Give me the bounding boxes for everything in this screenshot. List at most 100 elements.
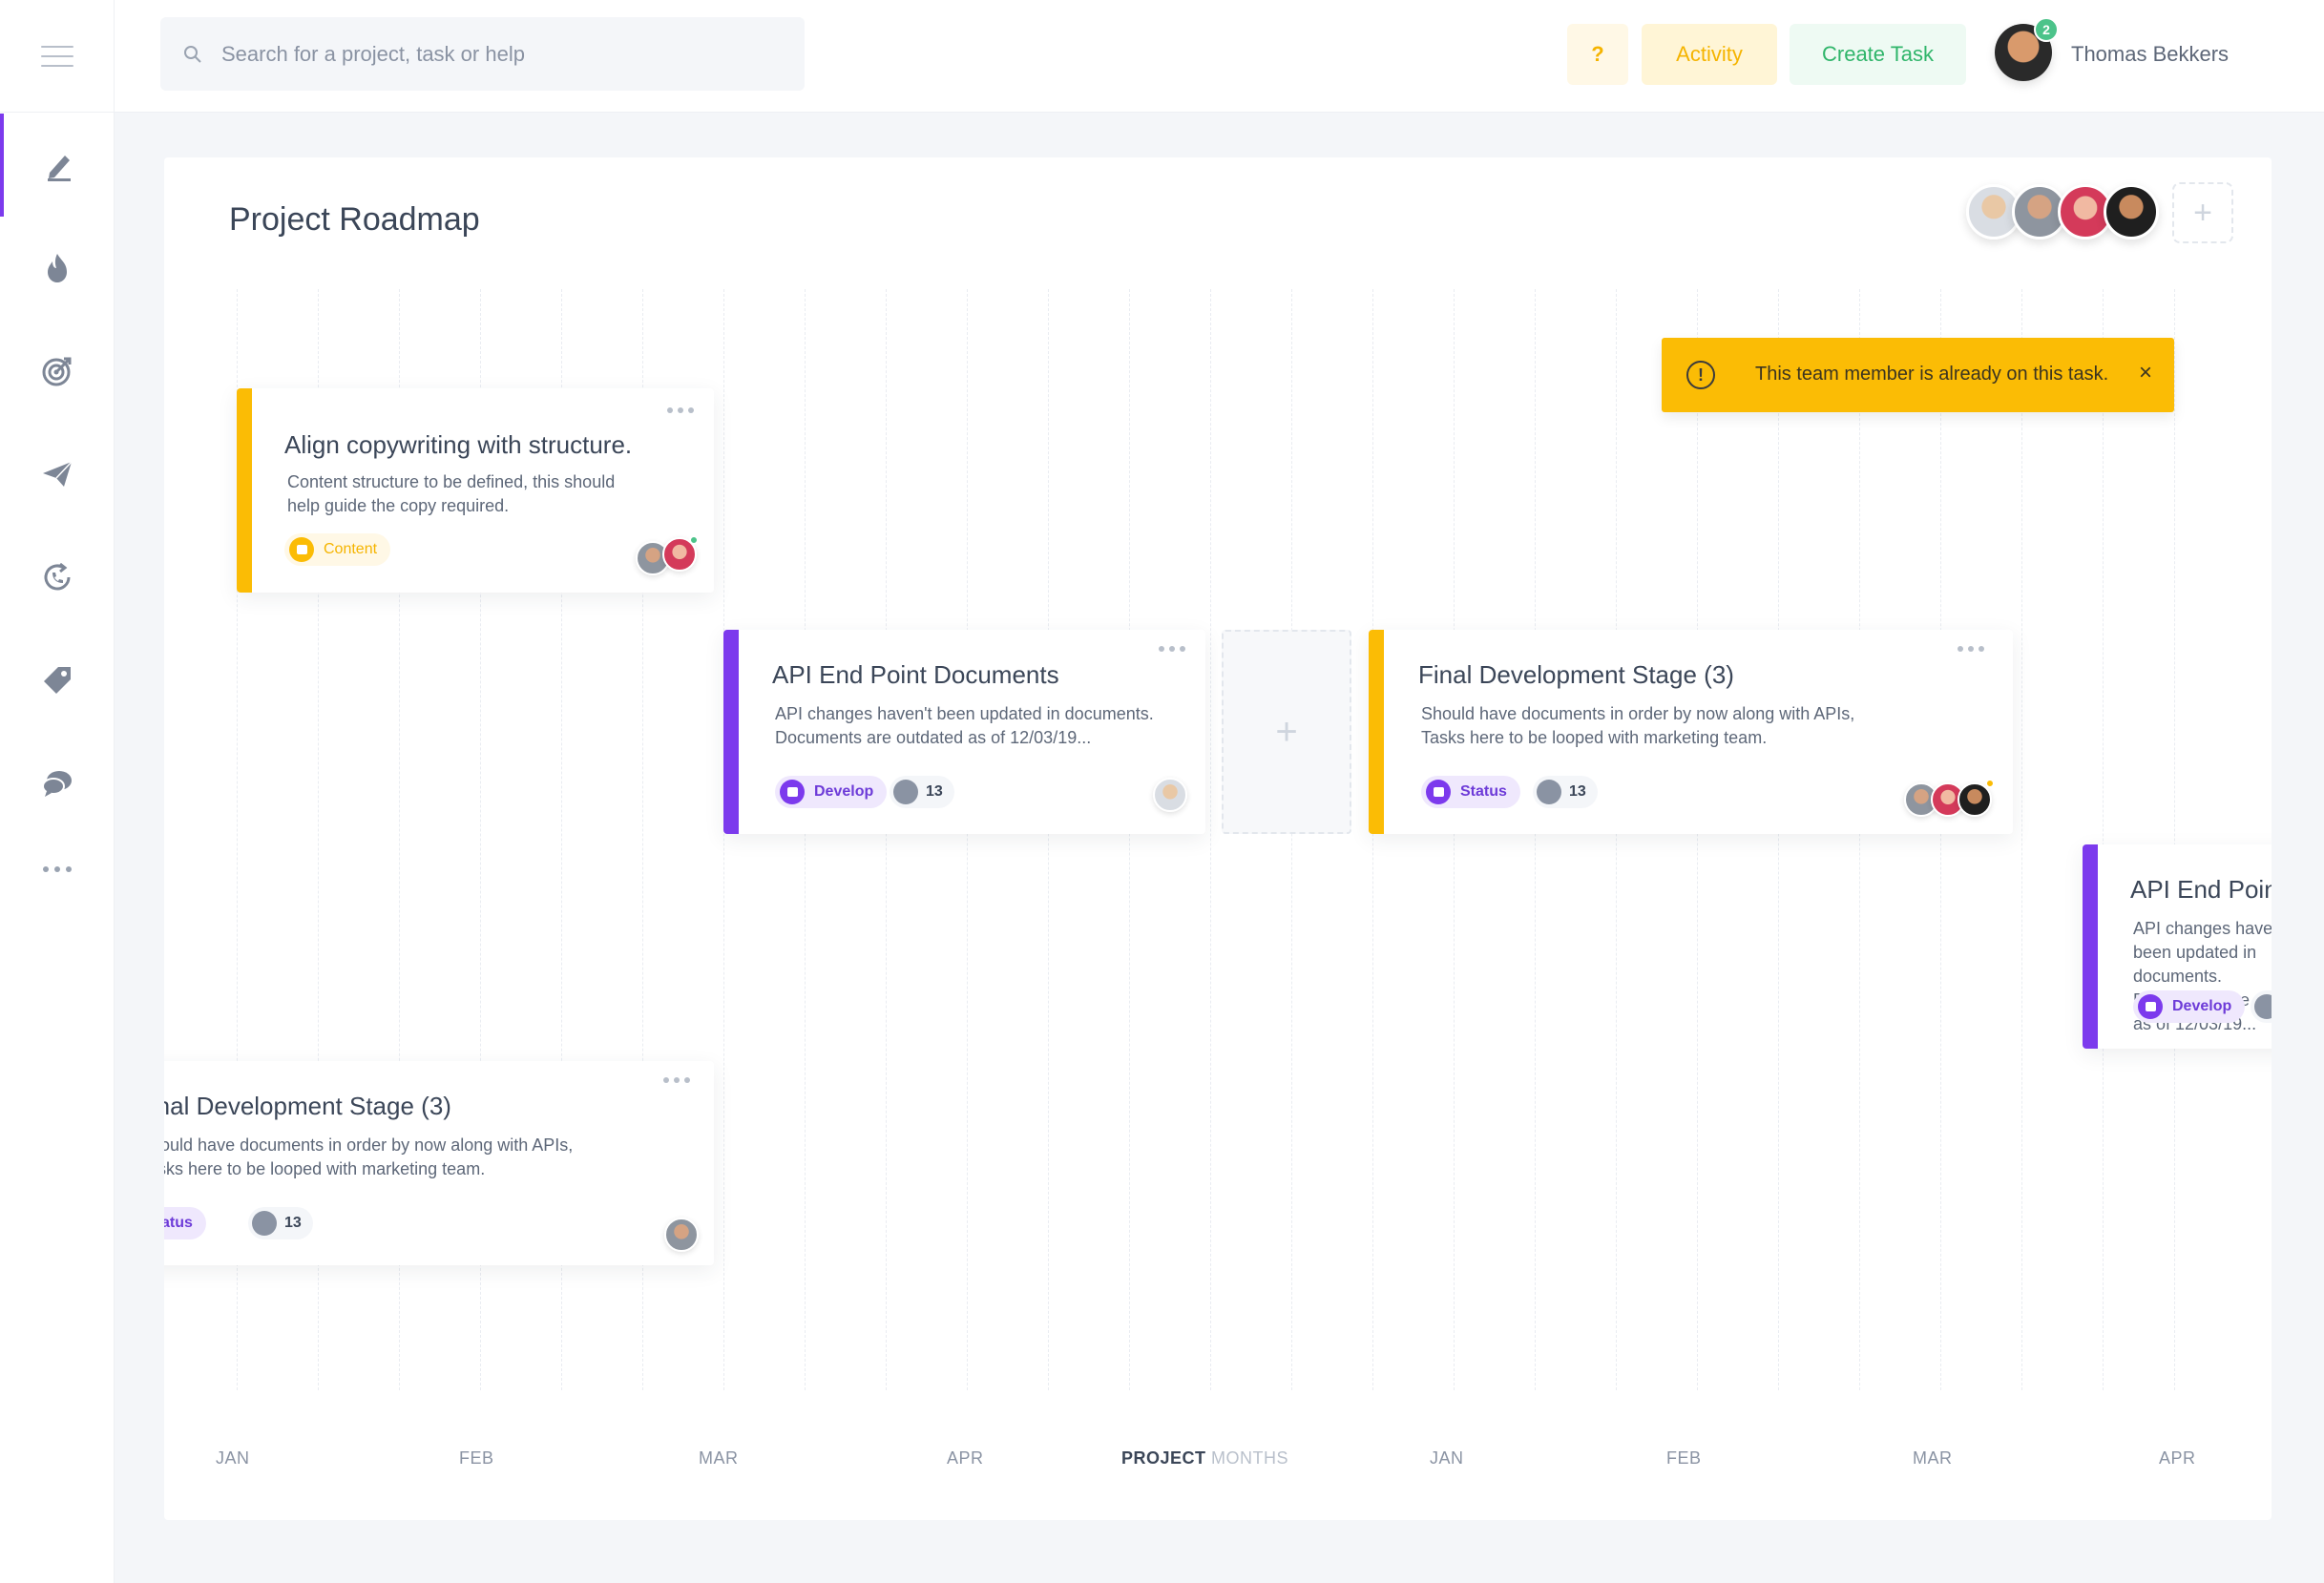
user-name[interactable]: Thomas Bekkers <box>2071 42 2230 66</box>
axis-title-sub: MONTHS <box>1211 1448 1289 1468</box>
comment-icon <box>893 780 918 804</box>
grid-line <box>1859 289 1860 1390</box>
grid-line <box>318 289 319 1390</box>
comment-icon <box>1537 780 1561 804</box>
more-options-icon[interactable] <box>1159 646 1185 652</box>
add-member-button[interactable]: + <box>2172 182 2233 243</box>
tag-label: Develop <box>2172 998 2232 1014</box>
assignee-avatar[interactable] <box>664 1218 699 1252</box>
card-description: Content structure to be defined, this sh… <box>287 472 616 515</box>
assignee-avatar[interactable] <box>1153 778 1187 812</box>
task-card[interactable]: Align copywriting with structure. Conten… <box>237 388 714 593</box>
more-options-icon[interactable] <box>667 407 694 413</box>
sidebar-item-tags[interactable] <box>0 629 115 732</box>
task-card[interactable]: Final Development Stage (3) Should have … <box>164 1061 714 1265</box>
grid-line <box>1697 289 1698 1390</box>
chat-icon <box>42 771 72 797</box>
card-accent <box>237 388 252 593</box>
help-button[interactable]: ? <box>1567 24 1628 85</box>
tag-icon <box>289 537 314 562</box>
card-accent <box>2083 844 2098 1049</box>
card-title: Final Development Stage (3) <box>1418 660 1734 689</box>
tag-content[interactable]: Content <box>284 533 391 566</box>
task-card[interactable]: API End Point Documents API changes have… <box>2083 844 2272 1049</box>
menu-button[interactable] <box>0 0 115 113</box>
grid-line <box>1778 289 1779 1390</box>
tag-status[interactable]: Status <box>1421 776 1520 808</box>
team-member-avatar[interactable] <box>2104 184 2159 240</box>
sidebar-item-more[interactable] <box>0 818 115 921</box>
task-card[interactable]: API End Point Documents API changes have… <box>723 630 1205 834</box>
axis-title: PROJECT MONTHS <box>1121 1448 1288 1468</box>
page-title: Project Roadmap <box>229 201 480 238</box>
hamburger-icon <box>41 45 73 67</box>
grid-line <box>2021 289 2022 1390</box>
grid-line <box>1210 289 1211 1390</box>
warning-toast: ! This team member is already on this ta… <box>1662 338 2174 412</box>
month-label: JAN <box>1430 1448 1464 1468</box>
card-description: Should have documents in order by now al… <box>164 1135 574 1178</box>
month-label: JAN <box>216 1448 250 1468</box>
comment-count[interactable]: 13 <box>248 1207 313 1239</box>
grid-line <box>1129 289 1130 1390</box>
card-title: Final Development Stage (3) <box>164 1092 451 1120</box>
assignee-avatar[interactable] <box>1958 782 1992 817</box>
online-indicator <box>689 535 699 545</box>
sync-phone-icon <box>44 562 71 591</box>
create-task-button[interactable]: Create Task <box>1790 24 1966 85</box>
search-icon <box>184 45 201 63</box>
grid-line <box>1372 289 1373 1390</box>
count-value: 13 <box>926 783 943 800</box>
more-options-icon[interactable] <box>663 1077 690 1083</box>
sidebar-item-edit[interactable] <box>0 114 115 217</box>
task-card[interactable]: Final Development Stage (3) Should have … <box>1369 630 2013 834</box>
notification-badge[interactable]: 2 <box>2034 17 2059 42</box>
grid-line <box>1940 289 1941 1390</box>
comment-count[interactable]: 13 <box>890 776 954 808</box>
tag-icon <box>780 780 805 804</box>
grid-line <box>237 289 238 1390</box>
activity-button[interactable]: Activity <box>1642 24 1777 85</box>
month-label: MAR <box>1913 1448 1953 1468</box>
search-input[interactable] <box>221 41 756 67</box>
card-accent <box>723 630 739 834</box>
tag-label: Status <box>164 1215 193 1231</box>
tag-icon <box>44 667 71 694</box>
month-label: FEB <box>1666 1448 1702 1468</box>
sidebar-item-trending[interactable] <box>0 217 115 320</box>
comment-count[interactable]: 13 <box>1533 776 1598 808</box>
count-value: 13 <box>1569 783 1586 800</box>
close-icon[interactable]: × <box>2139 360 2153 385</box>
grid-line <box>2174 289 2175 1390</box>
grid-line <box>1616 289 1617 1390</box>
comment-count[interactable]: 13 <box>2251 990 2272 1023</box>
card-title: API End Point Documents <box>2130 875 2272 904</box>
card-title: Align copywriting with structure. <box>284 430 633 459</box>
tag-status[interactable]: Status <box>164 1207 206 1239</box>
top-bar: ? Activity Create Task 2 Thomas Bekkers <box>115 0 2324 113</box>
grid-line <box>642 289 643 1390</box>
sidebar-item-calls[interactable] <box>0 526 115 629</box>
grid-line <box>1454 289 1455 1390</box>
sidebar-item-goals[interactable] <box>0 320 115 423</box>
grid-line <box>480 289 481 1390</box>
grid-line <box>1535 289 1536 1390</box>
count-value: 13 <box>284 1215 302 1231</box>
sidebar-item-send[interactable] <box>0 423 115 526</box>
sidebar-item-messages[interactable] <box>0 732 115 835</box>
grid-line <box>967 289 968 1390</box>
add-task-placeholder[interactable]: + <box>1222 630 1351 834</box>
tag-label: Status <box>1460 783 1507 800</box>
status-indicator <box>1985 779 1995 788</box>
toast-message: This team member is already on this task… <box>1755 364 2109 385</box>
pen-icon <box>48 156 71 181</box>
tag-develop[interactable]: Develop <box>2133 990 2246 1023</box>
search-box[interactable] <box>160 17 805 91</box>
month-label: APR <box>2159 1448 2196 1468</box>
card-title: API End Point Documents <box>772 660 1059 689</box>
tag-develop[interactable]: Develop <box>775 776 888 808</box>
more-options-icon[interactable] <box>1958 646 1984 652</box>
card-accent <box>1369 630 1384 834</box>
tag-label: Content <box>324 541 378 557</box>
card-description: API changes haven't been updated in docu… <box>775 704 1154 747</box>
